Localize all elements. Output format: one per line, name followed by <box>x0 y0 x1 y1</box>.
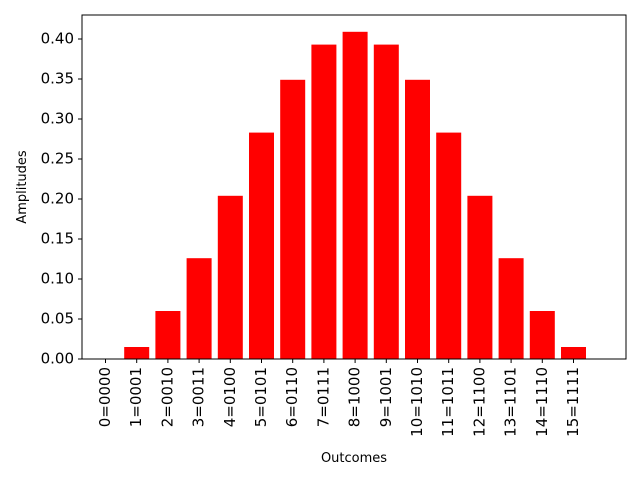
x-tick-label-10: 10=1010 <box>408 367 426 437</box>
bar-14 <box>529 311 555 359</box>
bar-5 <box>249 132 274 359</box>
y-axis-label: Amplitudes <box>15 150 30 224</box>
bar-11 <box>436 132 462 359</box>
x-tick-label-4: 4=0100 <box>221 367 239 427</box>
y-tick-label-2: 0.10 <box>41 270 74 288</box>
y-tick-label-7: 0.35 <box>41 70 74 88</box>
y-tick-label-0: 0.00 <box>41 350 74 368</box>
y-tick-label-6: 0.30 <box>41 110 74 128</box>
x-tick-label-3: 3=0011 <box>190 367 208 427</box>
y-tick-label-8: 0.40 <box>41 30 74 48</box>
x-tick-label-7: 7=0111 <box>314 367 332 427</box>
x-tick-label-2: 2=0010 <box>158 367 176 427</box>
x-axis-label: Outcomes <box>321 451 387 466</box>
x-tick-label-12: 12=1100 <box>470 367 488 437</box>
bar-12 <box>467 195 493 359</box>
bar-3 <box>186 258 212 359</box>
bar-2 <box>155 311 181 359</box>
x-tick-label-8: 8=1000 <box>346 367 364 427</box>
x-tick-label-11: 11=1011 <box>439 367 457 437</box>
y-tick-label-1: 0.05 <box>41 310 74 328</box>
bar-13 <box>498 258 524 359</box>
x-tick-label-0: 0=0000 <box>96 367 114 427</box>
bars-group <box>124 31 586 360</box>
x-tick-label-5: 5=0101 <box>252 367 270 427</box>
bar-4 <box>217 195 243 359</box>
bar-9 <box>373 44 399 359</box>
x-tick-label-14: 14=1110 <box>533 367 551 437</box>
x-tick-label-6: 6=0110 <box>283 367 301 427</box>
bar-10 <box>405 79 430 360</box>
bar-15 <box>561 347 586 359</box>
x-tick-label-1: 1=0001 <box>127 367 145 427</box>
x-tick-label-9: 9=1001 <box>377 367 395 427</box>
bar-6 <box>280 79 306 360</box>
bar-8 <box>342 31 368 360</box>
y-tick-label-4: 0.20 <box>41 190 74 208</box>
y-axis-ticks: 0.00 0.05 0.10 0.15 0.20 0.25 0.30 0.35 0.40 <box>41 30 82 368</box>
x-axis-ticks: 0=0000 1=0001 2=0010 3=0011 4=0100 5=0101 6=01… <box>96 359 582 437</box>
y-tick-label-3: 0.15 <box>41 230 74 248</box>
bar-7 <box>311 44 337 359</box>
plot-frame <box>81 14 627 360</box>
bar-1 <box>124 347 150 359</box>
y-tick-label-5: 0.25 <box>41 150 74 168</box>
x-tick-label-15: 15=1111 <box>564 367 582 437</box>
x-tick-label-13: 13=1101 <box>502 367 520 437</box>
